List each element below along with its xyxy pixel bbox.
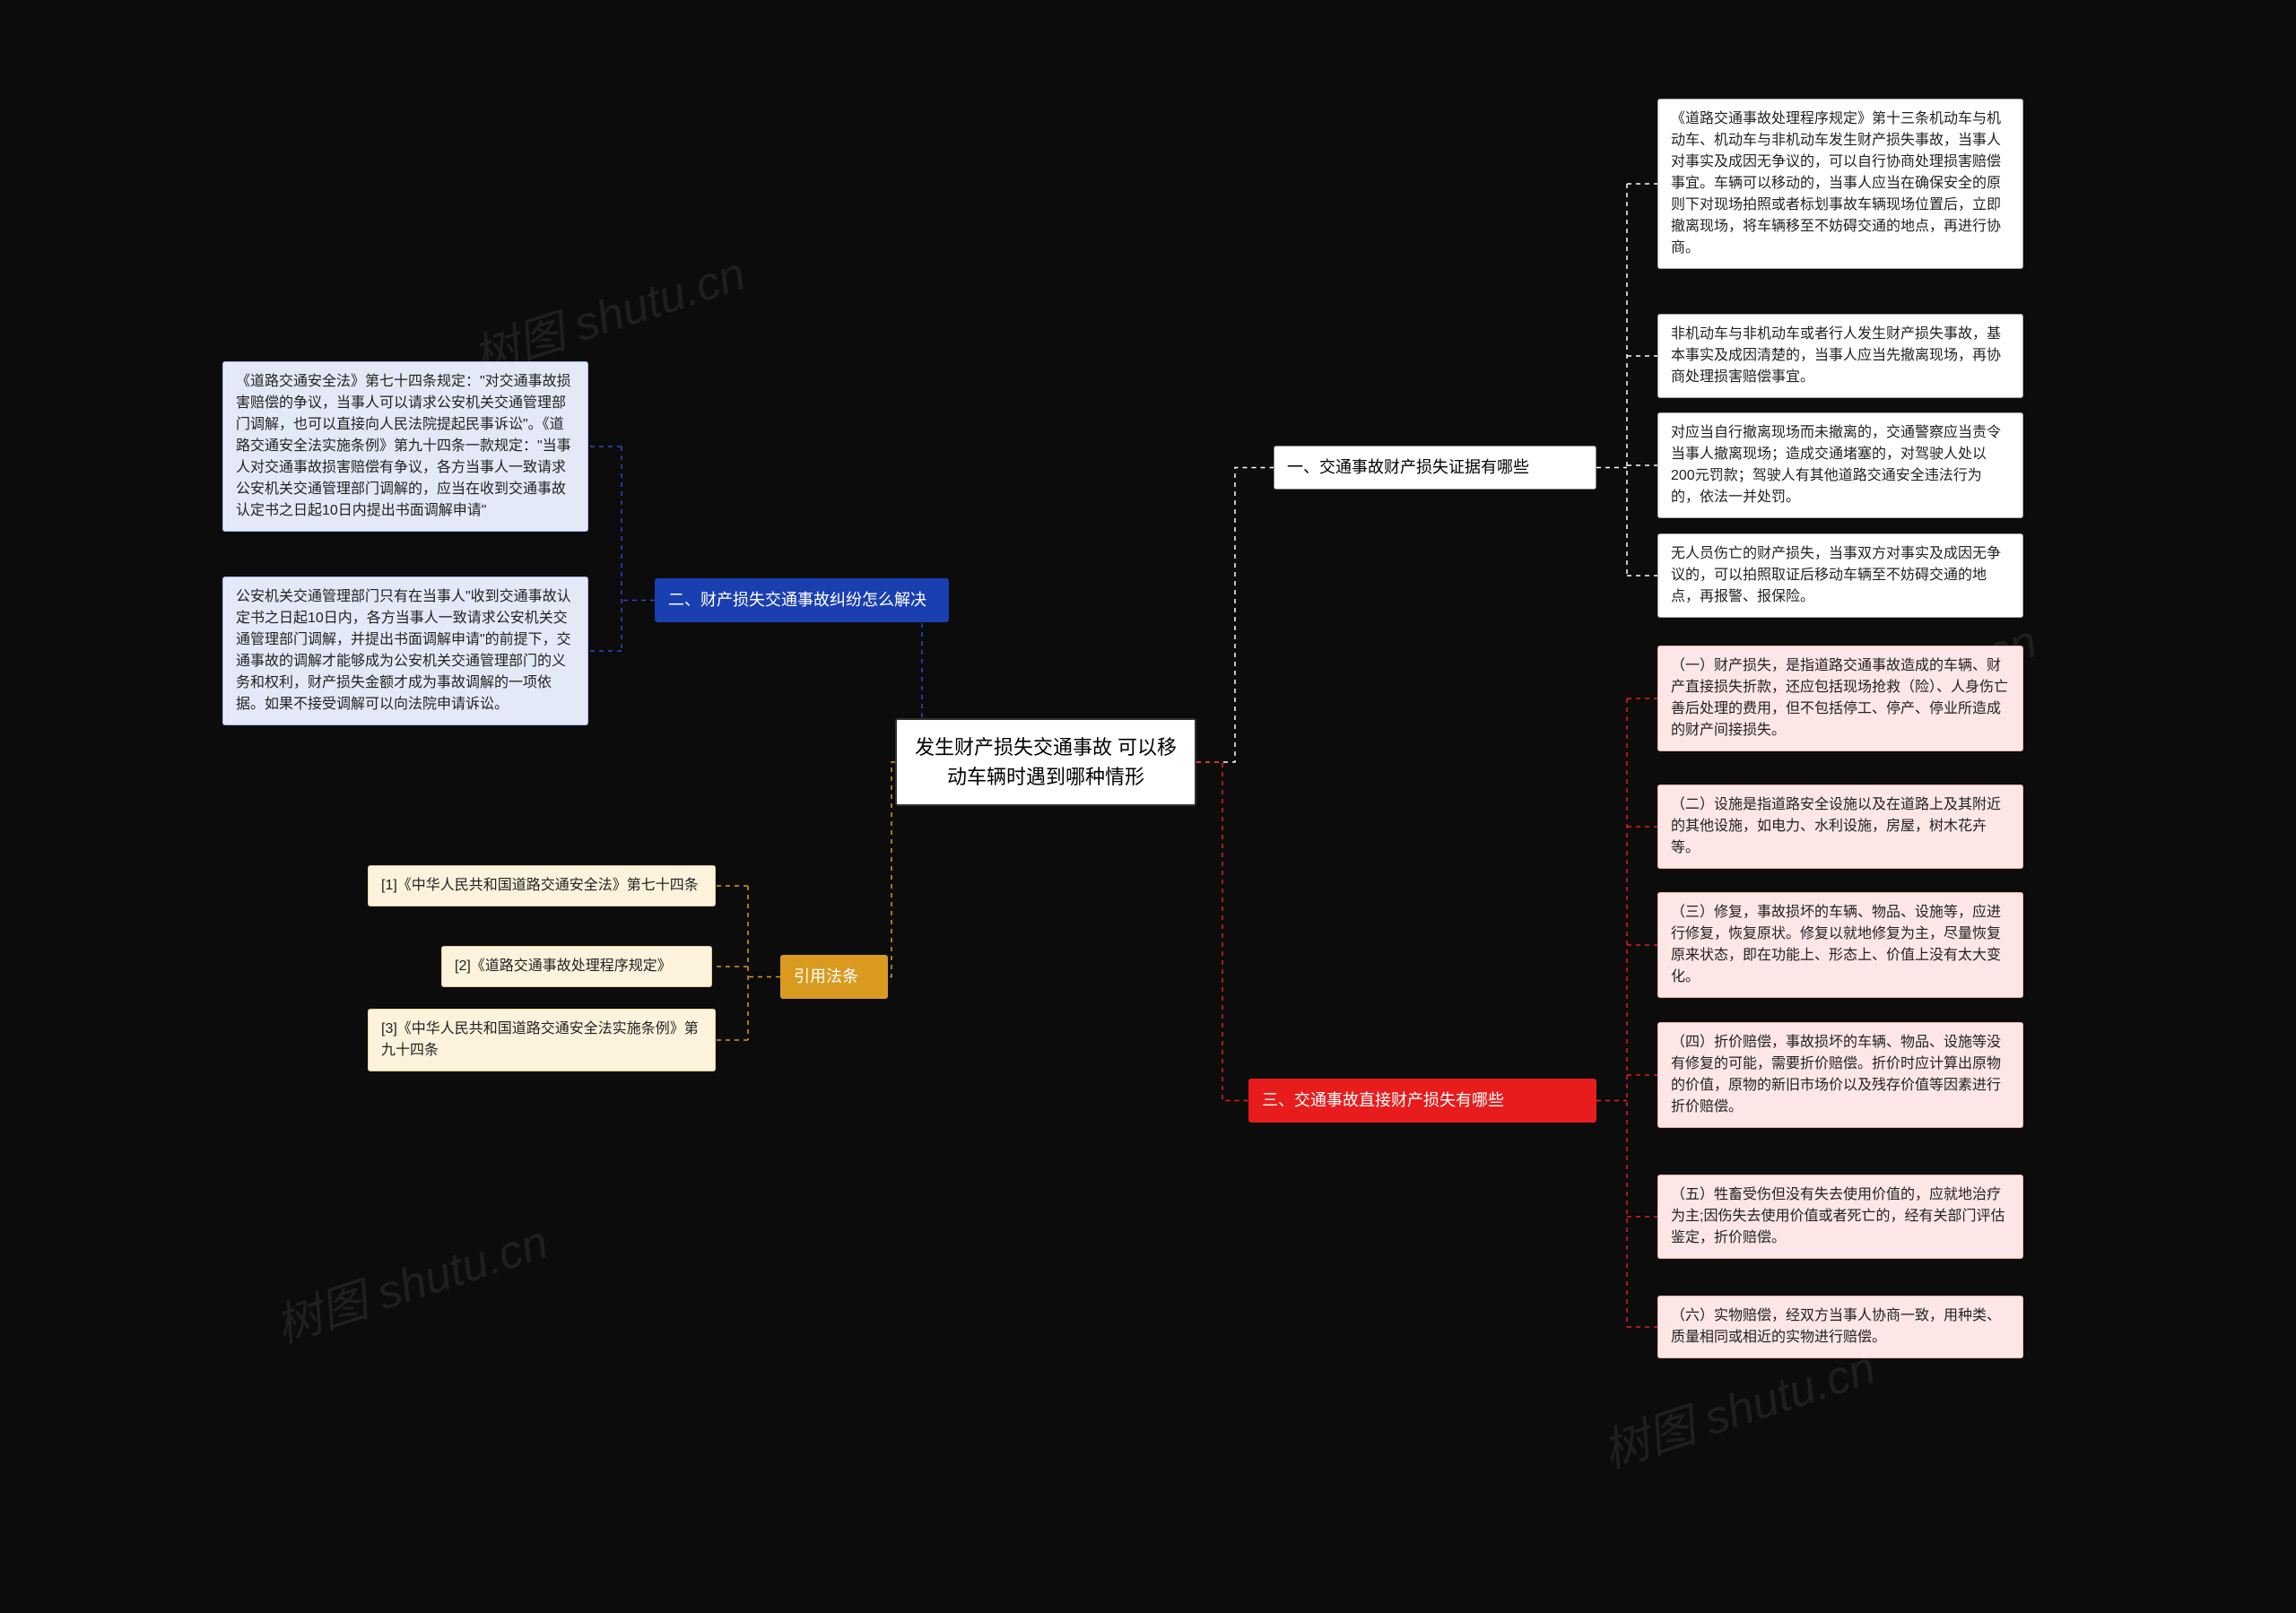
branch2-leaf: 《道路交通安全法》第七十四条规定："对交通事故损害赔偿的争议，当事人可以请求公安… xyxy=(222,361,588,532)
branch3-leaf: （一）财产损失，是指道路交通事故造成的车辆、财产直接损失折款，还应包括现场抢救（… xyxy=(1657,646,2023,751)
branch3-leaf: （六）实物赔偿，经双方当事人协商一致，用种类、质量相同或相近的实物进行赔偿。 xyxy=(1657,1296,2023,1358)
branch2-header: 二、财产损失交通事故纠纷怎么解决 xyxy=(655,578,949,622)
branch3-header: 三、交通事故直接财产损失有哪些 xyxy=(1248,1079,1596,1123)
branch2-leaf: 公安机关交通管理部门只有在当事人"收到交通事故认定书之日起10日内，各方当事人一… xyxy=(222,577,588,725)
branch1-leaf: 无人员伤亡的财产损失，当事双方对事实及成因无争议的，可以拍照取证后移动车辆至不妨… xyxy=(1657,533,2023,618)
branch4-leaf: [1]《中华人民共和国道路交通安全法》第七十四条 xyxy=(368,865,716,906)
branch3-leaf: （三）修复，事故损坏的车辆、物品、设施等，应进行修复，恢复原状。修复以就地修复为… xyxy=(1657,892,2023,998)
branch3-leaf: （二）设施是指道路安全设施以及在道路上及其附近的其他设施，如电力、水利设施，房屋… xyxy=(1657,785,2023,869)
branch1-leaf: 《道路交通事故处理程序规定》第十三条机动车与机动车、机动车与非机动车发生财产损失… xyxy=(1657,99,2023,269)
branch1-header: 一、交通事故财产损失证据有哪些 xyxy=(1274,446,1596,490)
branch4-header: 引用法条 xyxy=(780,955,888,999)
branch4-leaf: [2]《道路交通事故处理程序规定》 xyxy=(441,946,712,987)
branch4-leaf: [3]《中华人民共和国道路交通安全法实施条例》第九十四条 xyxy=(368,1009,716,1071)
branch3-leaf: （四）折价赔偿，事故损坏的车辆、物品、设施等没有修复的可能，需要折价赔偿。折价时… xyxy=(1657,1022,2023,1128)
branch1-leaf: 非机动车与非机动车或者行人发生财产损失事故，基本事实及成因清楚的，当事人应当先撤… xyxy=(1657,314,2023,398)
branch3-leaf: （五）牲畜受伤但没有失去使用价值的，应就地治疗为主;因伤失去使用价值或者死亡的，… xyxy=(1657,1175,2023,1259)
branch1-leaf: 对应当自行撤离现场而未撤离的，交通警察应当责令当事人撤离现场；造成交通堵塞的，对… xyxy=(1657,412,2023,518)
watermark: 树图 shutu.cn xyxy=(265,1204,555,1356)
center-topic: 发生财产损失交通事故 可以移动车辆时遇到哪种情形 xyxy=(895,718,1196,806)
